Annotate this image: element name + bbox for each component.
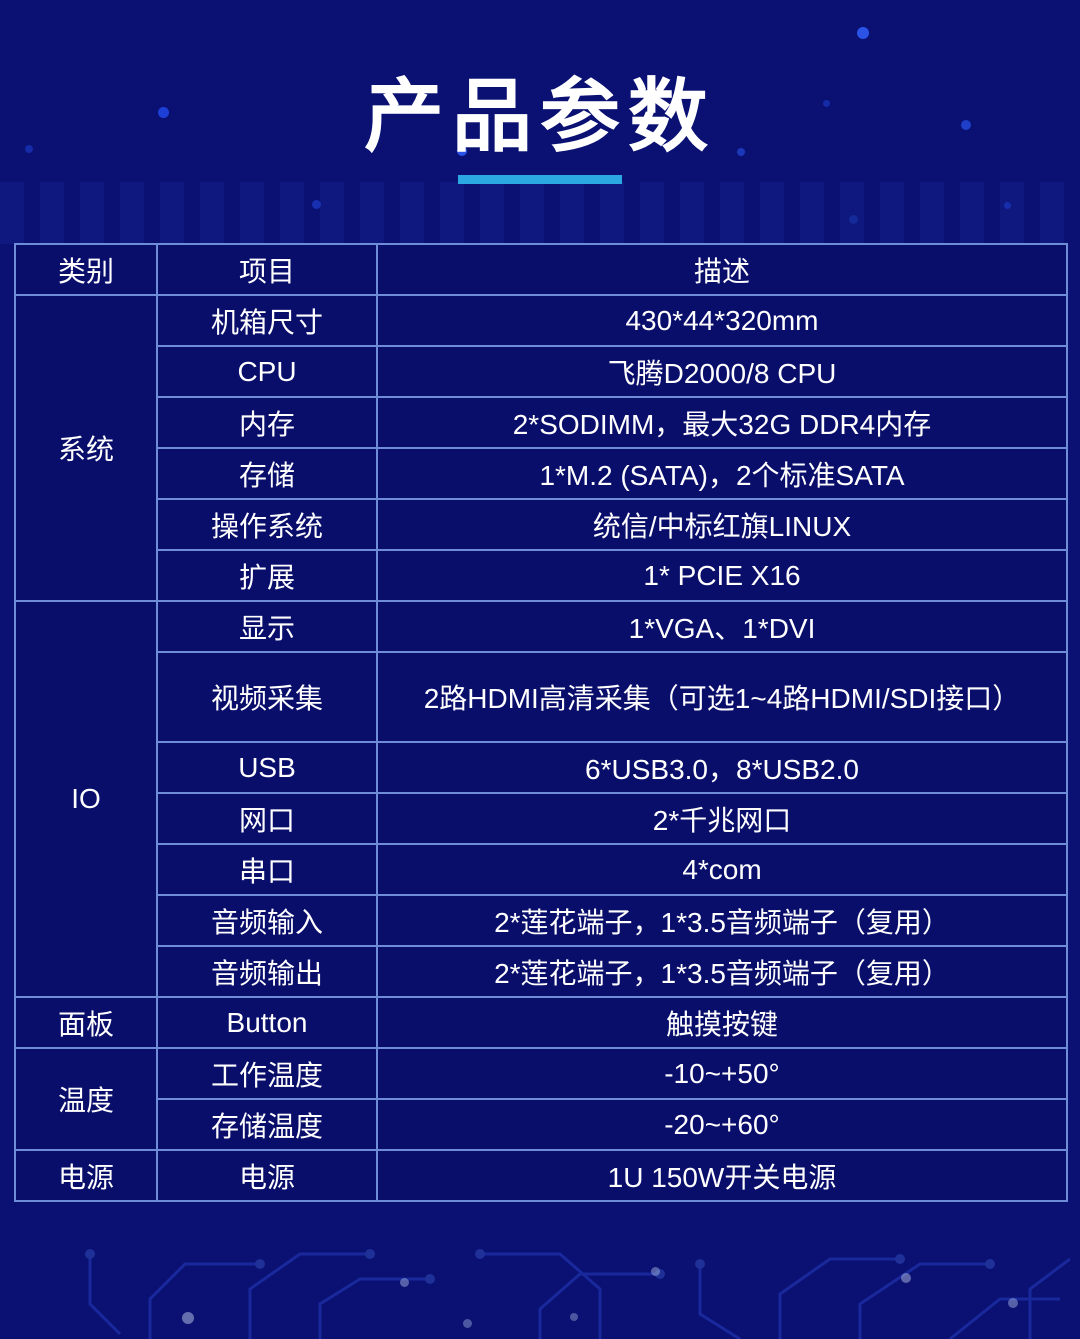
header-row: 类别 项目 描述: [14, 243, 1068, 296]
header-category: 类别: [14, 243, 158, 296]
table-row: 存储 1*M.2 (SATA)，2个标准SATA: [15, 447, 1068, 500]
desc-cell: 4*com: [376, 843, 1068, 896]
item-cell: 电源: [156, 1149, 378, 1202]
table-row: 网口 2*千兆网口: [15, 792, 1068, 845]
item-cell: CPU: [156, 345, 378, 398]
table-row: 内存 2*SODIMM，最大32G DDR4内存: [15, 396, 1068, 449]
decor-dot: [823, 100, 830, 107]
table-row: 面板 Button 触摸按键: [14, 996, 1068, 1049]
table-row: 电源 电源 1U 150W开关电源: [14, 1149, 1068, 1202]
category-cell-power: 电源: [14, 1149, 158, 1202]
table-row: 温度 工作温度 -10~+50°: [14, 1047, 1068, 1151]
header-item: 项目: [156, 243, 378, 296]
header-description: 描述: [376, 243, 1068, 296]
decor-dot: [457, 146, 467, 156]
table-row: USB 6*USB3.0，8*USB2.0: [15, 741, 1068, 794]
desc-cell: 430*44*320mm: [376, 294, 1068, 347]
item-cell: 串口: [156, 843, 378, 896]
table-row: 扩展 1* PCIE X16: [15, 549, 1068, 602]
spec-table-header: 类别 项目 描述: [14, 243, 1068, 296]
item-cell: Button: [156, 996, 378, 1049]
desc-cell: 6*USB3.0，8*USB2.0: [376, 741, 1068, 794]
desc-cell: 1*VGA、1*DVI: [376, 600, 1068, 653]
desc-cell: 2*SODIMM，最大32G DDR4内存: [376, 396, 1068, 449]
item-cell: USB: [156, 741, 378, 794]
item-cell: 机箱尺寸: [156, 294, 378, 347]
decor-dot: [158, 107, 169, 118]
table-row: 操作系统 统信/中标红旗LINUX: [15, 498, 1068, 551]
desc-cell: 飞腾D2000/8 CPU: [376, 345, 1068, 398]
desc-cell: -10~+50°: [376, 1047, 1068, 1100]
item-cell: 网口: [156, 792, 378, 845]
item-cell: 扩展: [156, 549, 378, 602]
desc-cell: 2*千兆网口: [376, 792, 1068, 845]
desc-cell: 触摸按键: [376, 996, 1068, 1049]
decor-dot: [961, 120, 971, 130]
table-row: 系统 机箱尺寸 430*44*320mm: [14, 294, 1068, 602]
item-cell: 操作系统: [156, 498, 378, 551]
table-row: 音频输出 2*莲花端子，1*3.5音频端子（复用）: [15, 945, 1068, 998]
item-cell: 存储温度: [156, 1098, 378, 1151]
decor-dot: [182, 1312, 194, 1324]
decor-dot: [737, 148, 745, 156]
desc-cell: 2路HDMI高清采集（可选1~4路HDMI/SDI接口）: [376, 651, 1068, 743]
table-row: 音频输入 2*莲花端子，1*3.5音频端子（复用）: [15, 894, 1068, 947]
table-row: 存储温度 -20~+60°: [15, 1098, 1068, 1151]
table-row: CPU 飞腾D2000/8 CPU: [15, 345, 1068, 398]
table-row: 视频采集 2路HDMI高清采集（可选1~4路HDMI/SDI接口）: [15, 651, 1068, 743]
table-row: IO 显示 1*VGA、1*DVI: [14, 600, 1068, 998]
decor-dot: [400, 1278, 409, 1287]
desc-cell: 统信/中标红旗LINUX: [376, 498, 1068, 551]
category-cell-io: IO: [14, 600, 158, 998]
table-row: 串口 4*com: [15, 843, 1068, 896]
decor-dot: [901, 1273, 911, 1283]
decor-dot: [651, 1267, 660, 1276]
spec-table: 类别 项目 描述 系统 机箱尺寸 430*44*320mm CPU 飞腾D200…: [14, 243, 1068, 1202]
desc-cell: 2*莲花端子，1*3.5音频端子（复用）: [376, 894, 1068, 947]
item-cell: 内存: [156, 396, 378, 449]
category-cell-panel: 面板: [14, 996, 158, 1049]
title-underline-bar: [458, 175, 622, 184]
desc-cell: -20~+60°: [376, 1098, 1068, 1151]
item-cell: 显示: [156, 600, 378, 653]
desc-cell: 2*莲花端子，1*3.5音频端子（复用）: [376, 945, 1068, 998]
decor-dot: [1008, 1298, 1018, 1308]
desc-cell: 1* PCIE X16: [376, 549, 1068, 602]
desc-cell: 1*M.2 (SATA)，2个标准SATA: [376, 447, 1068, 500]
item-cell: 工作温度: [156, 1047, 378, 1100]
item-cell: 视频采集: [156, 651, 378, 743]
item-cell: 存储: [156, 447, 378, 500]
decor-dot: [463, 1319, 472, 1328]
decor-dot: [312, 200, 321, 209]
page-title: 产品参数: [364, 72, 716, 161]
decor-dot: [25, 145, 33, 153]
equalizer-pattern: [0, 182, 1080, 244]
desc-cell: 1U 150W开关电源: [376, 1149, 1068, 1202]
decor-dot: [857, 27, 869, 39]
item-cell: 音频输入: [156, 894, 378, 947]
item-cell: 音频输出: [156, 945, 378, 998]
decor-dot: [849, 215, 858, 224]
category-cell-system: 系统: [14, 294, 158, 602]
category-cell-temperature: 温度: [14, 1047, 158, 1151]
circuit-board-pattern: [85, 1249, 1071, 1339]
decor-dot: [1004, 202, 1011, 209]
decor-dot: [570, 1313, 578, 1321]
